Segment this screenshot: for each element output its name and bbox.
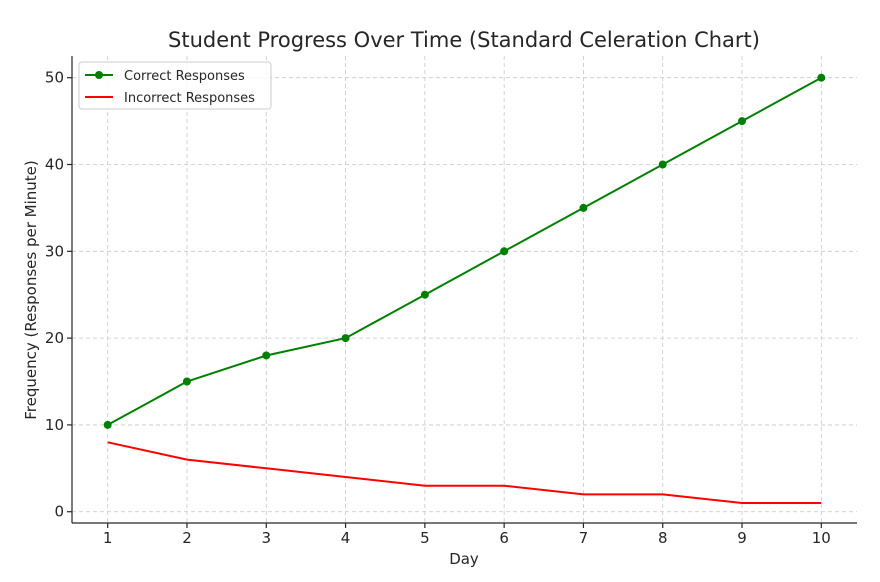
data-point-correct-responses-7 [579, 203, 588, 212]
data-point-correct-responses-2 [182, 377, 191, 386]
legend-box [78, 61, 272, 110]
chart-title: Student Progress Over Time (Standard Cel… [168, 28, 760, 52]
x-tick-label-4: 4 [341, 529, 351, 547]
y-tick-label-0: 0 [54, 503, 64, 521]
x-tick-label-6: 6 [499, 529, 509, 547]
x-tick-label-1: 1 [103, 529, 113, 547]
x-tick-label-3: 3 [261, 529, 271, 547]
x-tick-label-8: 8 [658, 529, 668, 547]
data-point-correct-responses-6 [500, 247, 509, 256]
grid [72, 56, 857, 523]
x-tick-label-9: 9 [737, 529, 747, 547]
data-point-correct-responses-4 [341, 334, 350, 343]
data-point-correct-responses-8 [658, 160, 667, 169]
legend-marker-correct-responses [95, 71, 103, 79]
y-tick-label-40: 40 [45, 156, 64, 174]
legend: Correct Responses Incorrect Responses [78, 61, 272, 110]
x-tick-label-5: 5 [420, 529, 430, 547]
data-point-correct-responses-5 [420, 290, 429, 299]
y-tick-label-50: 50 [45, 69, 64, 87]
legend-label-correct-responses: Correct Responses [124, 69, 245, 84]
data-point-correct-responses-10 [817, 73, 826, 82]
series-line-correct-responses [107, 76, 822, 426]
data-point-correct-responses-3 [262, 351, 271, 360]
series-line-incorrect-responses [107, 441, 822, 504]
x-axis-label: Day [449, 550, 479, 568]
y-axis-label: Frequency (Responses per Minute) [22, 160, 40, 420]
x-tick-label-7: 7 [579, 529, 589, 547]
x-tick-label-2: 2 [182, 529, 192, 547]
axes: 1 2 3 4 5 6 7 8 9 10 0 10 20 30 40 50 [45, 56, 857, 547]
y-tick-label-20: 20 [45, 329, 64, 347]
legend-label-incorrect-responses: Incorrect Responses [124, 91, 255, 106]
data-point-correct-responses-9 [738, 117, 747, 126]
y-tick-label-30: 30 [45, 242, 64, 260]
series-layer [103, 73, 826, 504]
y-tick-label-10: 10 [45, 416, 64, 434]
data-point-correct-responses-1 [103, 420, 112, 429]
x-tick-label-10: 10 [812, 529, 831, 547]
